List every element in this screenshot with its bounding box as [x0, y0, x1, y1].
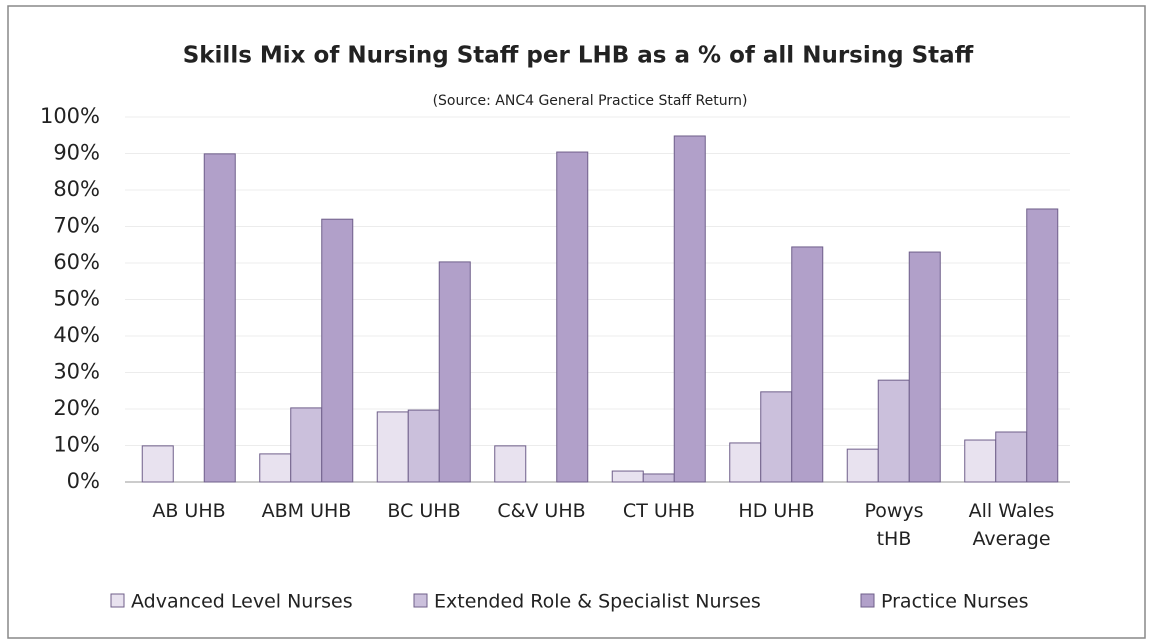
y-tick-label: 90%	[53, 141, 100, 165]
bar	[729, 442, 762, 483]
bar	[964, 439, 997, 483]
y-tick-label: 60%	[53, 250, 100, 274]
bar	[290, 407, 323, 483]
bar	[877, 379, 910, 483]
x-tick-label: Powys tHB	[864, 500, 924, 550]
bar	[673, 135, 706, 483]
y-tick-label: 20%	[53, 396, 100, 420]
legend-label: Advanced Level Nurses	[131, 591, 353, 613]
x-tick-label: HD UHB	[738, 500, 815, 522]
x-tick-label: C&V UHB	[497, 500, 586, 522]
bar	[846, 448, 879, 483]
bar	[995, 431, 1028, 483]
y-tick-label: 30%	[53, 360, 100, 384]
bar	[611, 470, 644, 483]
bar	[556, 151, 589, 483]
y-tick-label: 0%	[67, 469, 100, 493]
y-tick-label: 100%	[40, 104, 100, 128]
bar	[203, 153, 236, 483]
chart-title: Skills Mix of Nursing Staff per LHB as a…	[183, 43, 974, 69]
bar	[407, 409, 440, 483]
bar	[438, 261, 471, 483]
legend-label: Practice Nurses	[881, 591, 1028, 613]
bar	[494, 445, 527, 483]
x-tick-label: All Wales Average	[968, 500, 1055, 550]
bar	[1026, 208, 1059, 483]
bar	[908, 251, 941, 483]
legend-swatch	[860, 593, 875, 608]
x-tick-label: CT UHB	[622, 500, 696, 522]
y-tick-label: 70%	[53, 214, 100, 238]
legend-label: Extended Role & Specialist Nurses	[434, 591, 761, 613]
y-tick-label: 50%	[53, 287, 100, 311]
y-tick-label: 80%	[53, 177, 100, 201]
x-tick-label: AB UHB	[152, 500, 226, 522]
bar	[642, 473, 675, 483]
bar	[321, 218, 354, 483]
chart-subtitle: (Source: ANC4 General Practice Staff Ret…	[433, 93, 748, 109]
bar	[760, 391, 793, 483]
bar	[791, 246, 824, 483]
bar	[376, 411, 409, 483]
legend-swatch	[110, 593, 125, 608]
legend-swatch	[413, 593, 428, 608]
x-tick-label: ABM UHB	[261, 500, 352, 522]
x-tick-label: BC UHB	[387, 500, 461, 522]
bar	[141, 445, 174, 483]
y-tick-label: 10%	[53, 433, 100, 457]
bar	[259, 453, 292, 483]
y-tick-label: 40%	[53, 323, 100, 347]
